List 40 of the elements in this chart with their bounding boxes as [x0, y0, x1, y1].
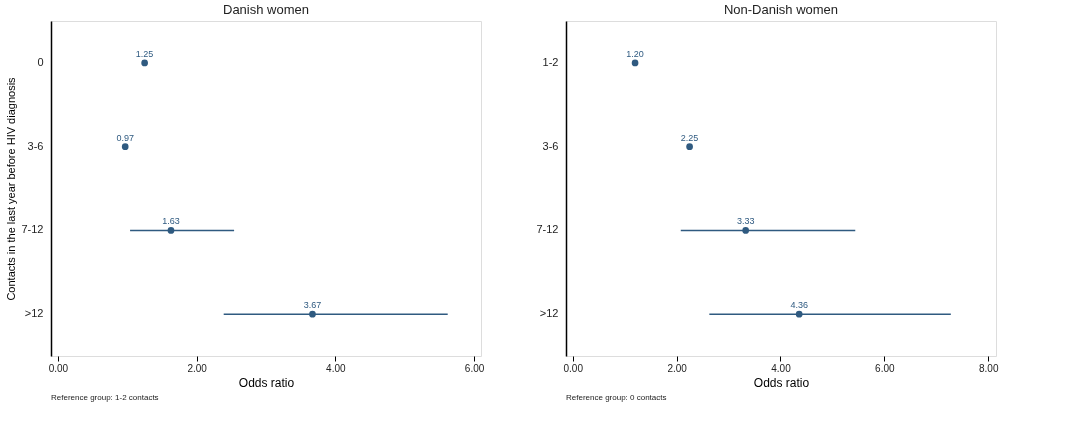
x-tick-label: 6.00 — [875, 362, 896, 374]
y-tick-label: >12 — [539, 307, 559, 320]
data-label: 1.25 — [135, 48, 154, 59]
data-label: 3.67 — [303, 300, 322, 311]
point — [141, 59, 148, 67]
x-tick-label: 2.00 — [187, 362, 208, 374]
text: Reference group: 0 contacts — [566, 393, 667, 402]
y-tick-label: 7-12 — [536, 223, 559, 236]
chart-title: Danish women — [223, 2, 309, 17]
x-tick-label: 4.00 — [771, 362, 792, 374]
x-tick-label: 0.00 — [48, 362, 69, 374]
point — [121, 143, 129, 150]
x-axis-title: Odds ratio — [238, 375, 295, 390]
data-label: 1.63 — [162, 216, 180, 227]
x-tick-label: 4.00 — [326, 362, 347, 374]
y-tick-label: 3-6 — [27, 139, 44, 152]
x-tick-label: 0.00 — [563, 362, 584, 374]
point — [686, 143, 693, 150]
data-label: 0.97 — [116, 132, 134, 143]
x-tick-label: 2.00 — [667, 362, 688, 374]
chart-title: Non-Danish women — [723, 2, 839, 17]
point — [742, 227, 750, 234]
x-tick-label: 8.00 — [978, 362, 999, 374]
point — [795, 310, 803, 318]
text: Reference group: 1-2 contacts — [51, 393, 159, 402]
y-axis-title: Contacts in the last year before HIV diagnosis — [5, 76, 18, 301]
data-label: 2.25 — [680, 132, 699, 143]
x-tick-label: 6.00 — [464, 362, 485, 374]
y-tick-label: 3-6 — [542, 139, 559, 152]
data-label: 3.33 — [736, 216, 755, 227]
data-label: 1.20 — [626, 48, 644, 59]
point — [167, 227, 175, 234]
y-tick-label: 1-2 — [542, 55, 559, 68]
point — [309, 310, 316, 318]
y-tick-label: >12 — [24, 307, 44, 320]
x-axis-title: Odds ratio — [753, 375, 810, 390]
data-label: 4.36 — [790, 300, 808, 311]
point — [631, 59, 639, 67]
y-tick-label: 7-12 — [21, 223, 44, 236]
y-tick-label: 0 — [37, 55, 44, 68]
